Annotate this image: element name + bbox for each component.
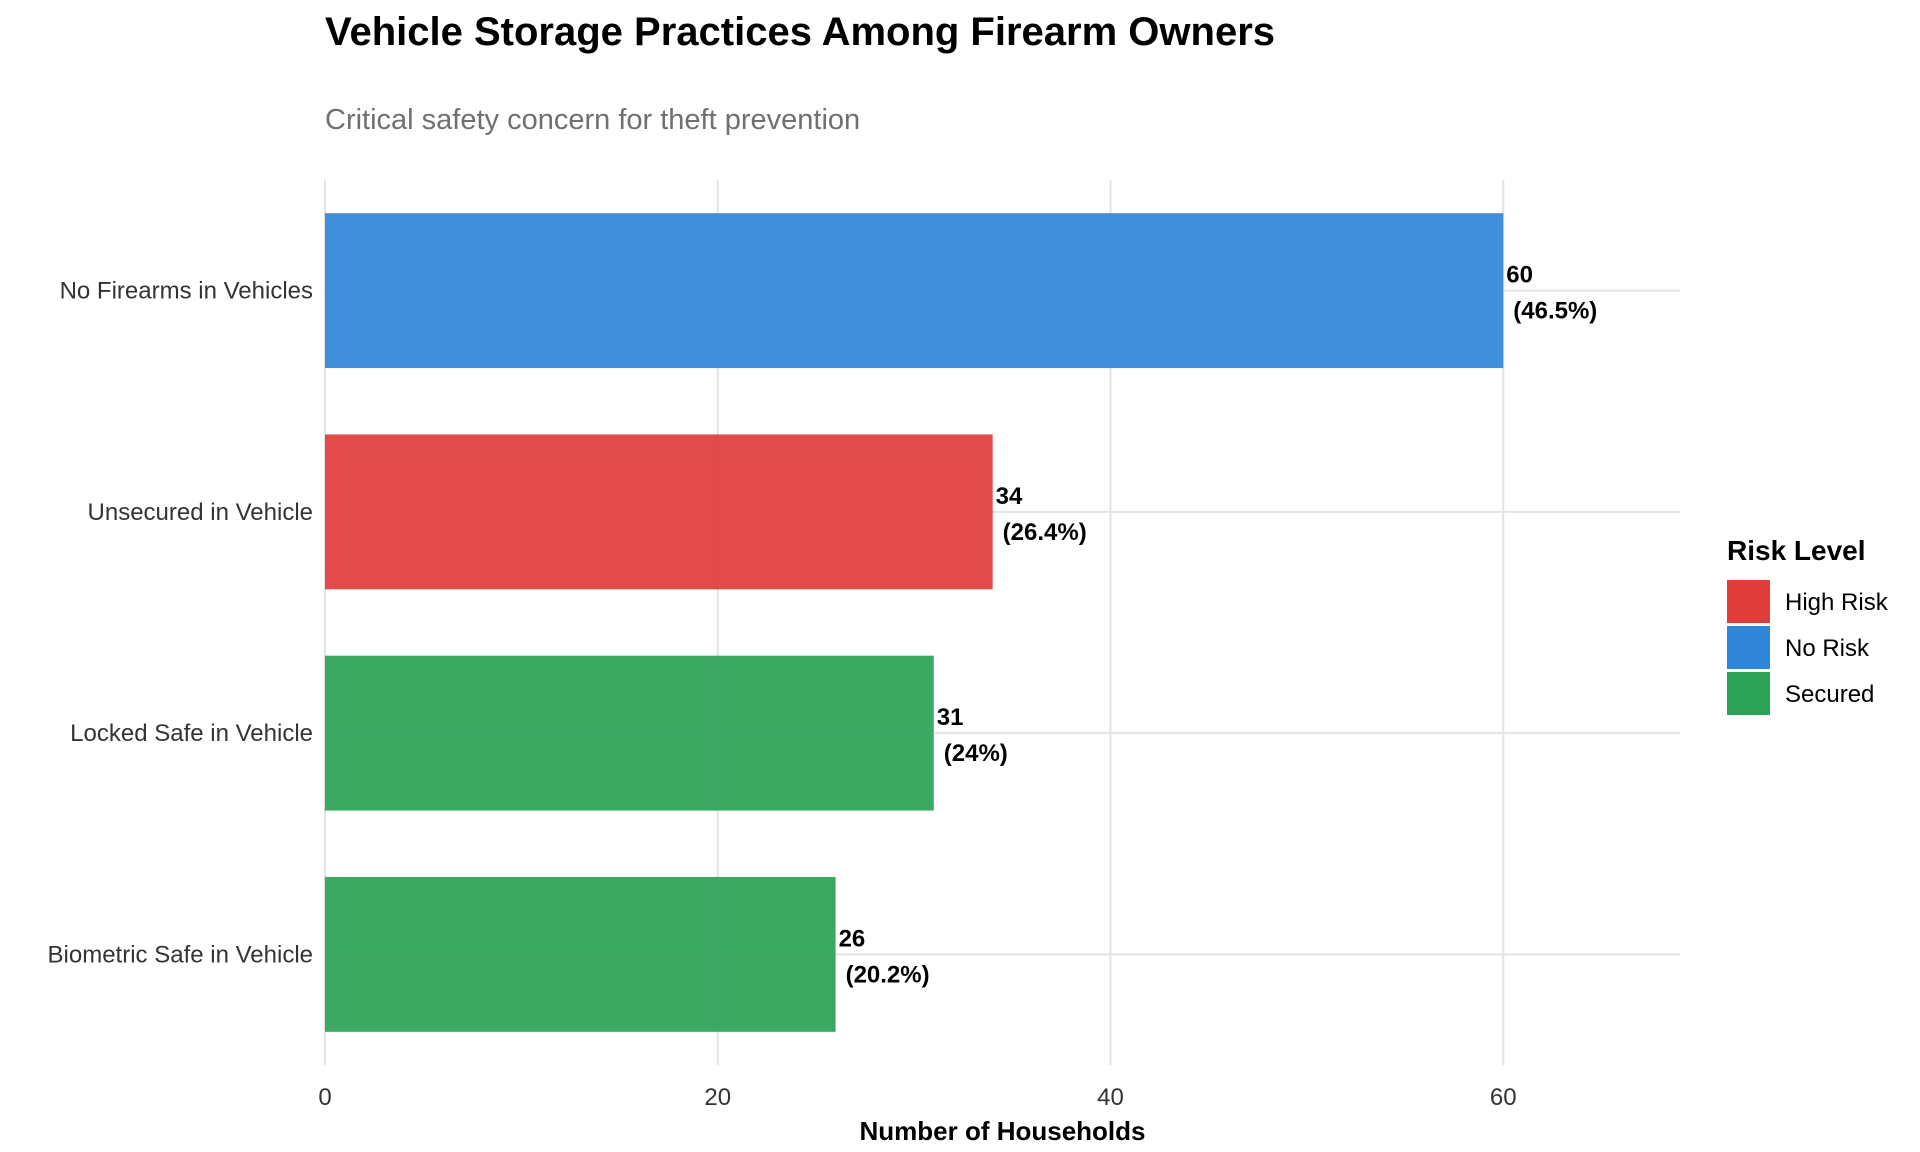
legend: Risk Level High Risk No Risk Secured: [1727, 535, 1889, 715]
bar: [325, 876, 836, 1032]
bar: [325, 213, 1504, 369]
legend-title: Risk Level: [1727, 535, 1866, 566]
bar: [325, 434, 993, 590]
legend-swatch: [1727, 580, 1770, 623]
percent-label: (46.5%): [1513, 298, 1597, 325]
value-label: 34: [996, 483, 1023, 510]
x-tick-label: 20: [704, 1084, 731, 1111]
value-label: 60: [1506, 262, 1533, 289]
chart-subtitle: Critical safety concern for theft preven…: [325, 104, 861, 136]
value-label: 26: [839, 925, 866, 952]
percent-label: (26.4%): [1003, 519, 1087, 546]
category-label: Unsecured in Vehicle: [88, 499, 313, 526]
x-tick-label: 40: [1097, 1084, 1124, 1111]
chart-title: Vehicle Storage Practices Among Firearm …: [325, 10, 1275, 54]
percent-label: (20.2%): [846, 961, 930, 988]
category-label: No Firearms in Vehicles: [60, 278, 313, 305]
percent-label: (24%): [944, 740, 1008, 767]
legend-label: No Risk: [1785, 635, 1870, 662]
data-labels: 60 (46.5%) 34 (26.4%) 31 (24%) 26 (20.2%): [839, 262, 1598, 989]
x-tick-label: 60: [1490, 1084, 1517, 1111]
x-axis-title: Number of Households: [859, 1116, 1145, 1146]
category-label: Locked Safe in Vehicle: [70, 720, 313, 747]
axes: 0 20 40 60 No Firearms in Vehicles Unsecured …: [48, 278, 1517, 1111]
legend-swatch: [1727, 672, 1770, 715]
legend-label: High Risk: [1785, 589, 1889, 616]
legend-label: Secured: [1785, 681, 1874, 708]
bar: [325, 655, 934, 811]
x-tick-label: 0: [318, 1084, 331, 1111]
value-label: 31: [937, 704, 964, 731]
category-label: Biometric Safe in Vehicle: [48, 941, 313, 968]
legend-swatch: [1727, 626, 1770, 669]
bars: [325, 213, 1504, 1032]
